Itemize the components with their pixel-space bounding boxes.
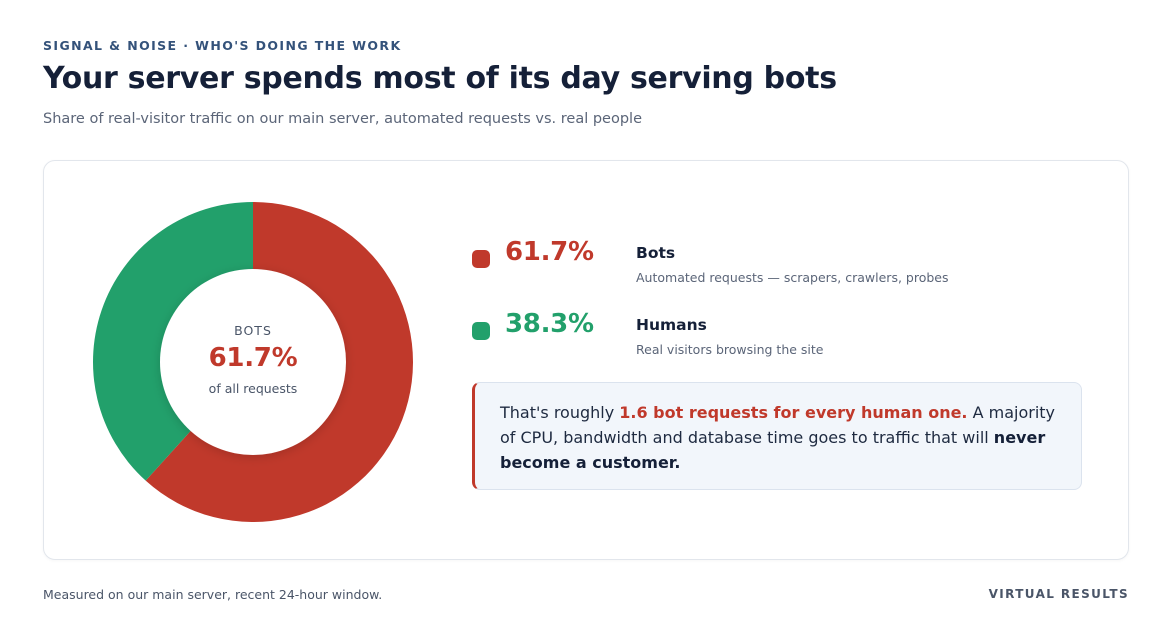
callout-highlight: 1.6 bot requests for every human one. bbox=[619, 403, 968, 422]
legend-item-bots: 61.7% Bots Automated requests — scrapers… bbox=[472, 237, 1092, 297]
legend-pct-humans: 38.3% bbox=[505, 309, 594, 339]
legend-item-humans: 38.3% Humans Real visitors browsing the … bbox=[472, 309, 1092, 369]
center-value: 61.7% bbox=[208, 343, 298, 373]
callout-prefix: That's roughly bbox=[500, 403, 620, 422]
legend-desc-humans: Real visitors browsing the site bbox=[636, 342, 824, 357]
legend-swatch-bots bbox=[472, 250, 490, 268]
center-bottom-label: of all requests bbox=[208, 381, 298, 396]
chart-card: BOTS 61.7% of all requests 61.7% Bots Au… bbox=[43, 160, 1129, 560]
legend-name-humans: Humans bbox=[636, 316, 707, 334]
callout-emphasis: never become a customer. bbox=[500, 428, 1046, 472]
legend-desc-bots: Automated requests — scrapers, crawlers,… bbox=[636, 270, 949, 285]
center-top-label: BOTS bbox=[234, 323, 272, 338]
insight-callout: That's roughly 1.6 bot requests for ever… bbox=[472, 382, 1082, 490]
legend-swatch-humans bbox=[472, 322, 490, 340]
page-title: Your server spends most of its day servi… bbox=[43, 61, 837, 96]
legend-pct-bots: 61.7% bbox=[505, 237, 594, 267]
footer-note: Measured on our main server, recent 24-h… bbox=[43, 587, 383, 602]
footer-brand: VIRTUAL RESULTS bbox=[988, 587, 1129, 601]
donut-center-label: BOTS 61.7% of all requests bbox=[168, 277, 338, 396]
donut-hole bbox=[160, 269, 346, 455]
eyebrow-label: SIGNAL & NOISE · WHO'S DOING THE WORK bbox=[43, 38, 402, 53]
donut-chart bbox=[93, 202, 413, 522]
page-subtitle: Share of real-visitor traffic on our mai… bbox=[43, 111, 643, 127]
callout-middle: A majority of CPU, bandwidth and databas… bbox=[500, 403, 1056, 447]
legend-name-bots: Bots bbox=[636, 244, 676, 262]
